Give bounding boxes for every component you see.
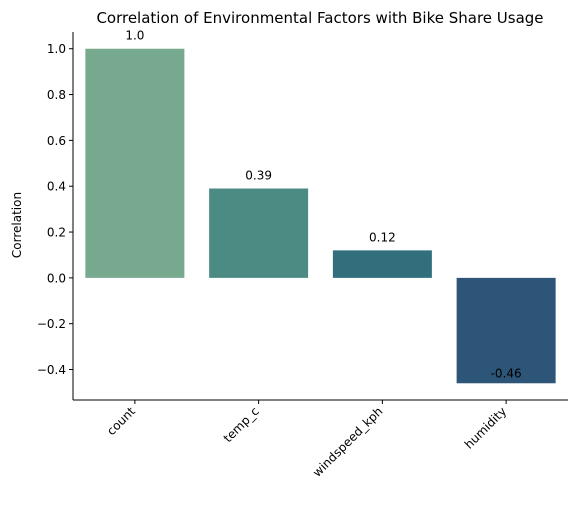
- data-label-count: 1.0: [125, 29, 144, 43]
- y-tick-label: 0.8: [47, 88, 66, 102]
- y-tick-label: −0.4: [37, 363, 66, 377]
- x-tick-label-humidity: humidity: [462, 404, 509, 451]
- y-axis-label: Correlation: [10, 192, 24, 258]
- y-tick-label: 0.2: [47, 226, 66, 240]
- bar-humidity: [456, 277, 556, 384]
- x-tick-label-windspeed_kph: windspeed_kph: [310, 404, 386, 480]
- chart-title: Correlation of Environmental Factors wit…: [96, 9, 543, 27]
- data-label-humidity: -0.46: [491, 366, 522, 380]
- y-tick-label: 0.6: [47, 134, 66, 148]
- x-axis-ticks: count temp_c windspeed_kph humidity: [104, 400, 509, 480]
- x-tick-label-temp_c: temp_c: [221, 404, 262, 445]
- y-axis-ticks: −0.4 −0.2 0.0 0.2 0.4 0.6 0.8 1.0: [37, 42, 73, 377]
- data-label-windspeed_kph: 0.12: [369, 230, 396, 244]
- bars-group: 1.0 0.39 0.12 -0.46: [85, 29, 556, 384]
- y-tick-label: 0.4: [47, 180, 66, 194]
- y-tick-label: 1.0: [47, 42, 66, 56]
- data-label-temp_c: 0.39: [245, 169, 272, 183]
- x-tick-label-count: count: [104, 404, 138, 438]
- bar-windspeed_kph: [332, 250, 432, 278]
- y-tick-label: 0.0: [47, 271, 66, 285]
- bar-count: [85, 48, 185, 278]
- y-tick-label: −0.2: [37, 317, 66, 331]
- bar-temp_c: [209, 188, 309, 278]
